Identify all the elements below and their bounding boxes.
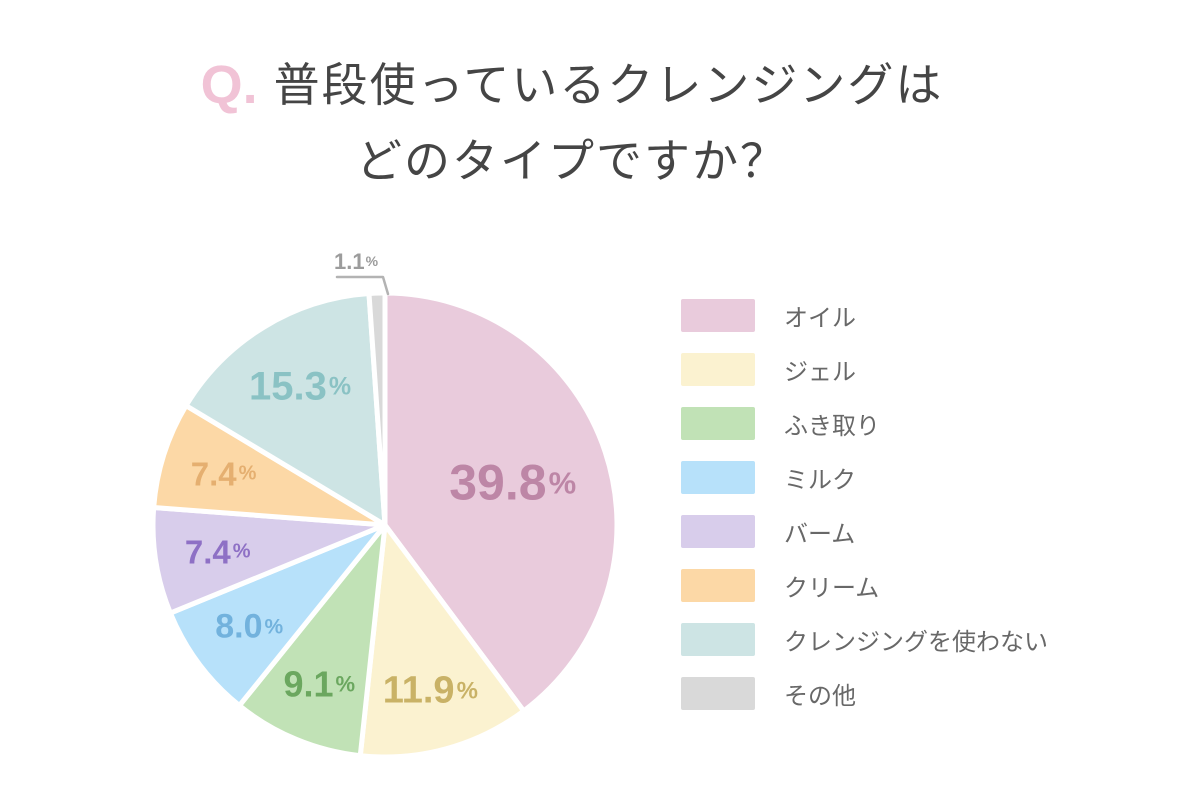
pie-value-label-5: 7.4% xyxy=(191,455,257,492)
pie-slice-0 xyxy=(382,290,620,714)
legend-item-no-cleansing: クレンジングを使わない xyxy=(681,623,1048,656)
pie-slice-6 xyxy=(183,291,388,528)
pie-value-label-1: 11.9% xyxy=(383,670,478,712)
legend-label-milk: ミルク xyxy=(784,467,856,494)
legend-swatch-balm xyxy=(681,515,755,548)
pie-value-label-0: 39.8% xyxy=(449,455,576,511)
legend-label-no-cleansing: クレンジングを使わない xyxy=(784,629,1048,656)
legend-item-wipe-off: ふき取り xyxy=(681,407,1048,440)
legend-swatch-wipe-off xyxy=(681,407,755,440)
other-leader-line xyxy=(335,275,390,296)
legend-label-balm: バーム xyxy=(784,521,856,548)
pie-value-label-3: 8.0% xyxy=(215,607,283,645)
question-text-1: 普段使っているクレンジングは xyxy=(273,59,944,111)
legend-item-oil: オイル xyxy=(681,299,1048,332)
question-prefix: Q. xyxy=(200,55,258,115)
pie-slice-3 xyxy=(167,522,388,709)
pie-value-label-4: 7.4% xyxy=(185,533,251,570)
legend: オイル ジェル ふき取り ミルク バーム クリーム クレンジングを使わない その… xyxy=(681,299,1048,731)
legend-label-wipe-off: ふき取り xyxy=(784,413,880,440)
legend-swatch-other xyxy=(681,677,755,710)
pie-slice-1 xyxy=(357,522,527,760)
legend-item-cream: クリーム xyxy=(681,569,1048,602)
question-line-1: Q. 普段使っているクレンジングは xyxy=(0,58,1172,112)
legend-label-other: その他 xyxy=(784,683,856,710)
question-text-2: どのタイプですか？ xyxy=(356,135,788,187)
pie-value-label-6: 15.3% xyxy=(249,365,351,409)
pie-slice-2 xyxy=(236,522,388,759)
legend-item-milk: ミルク xyxy=(681,461,1048,494)
chart-title: Q. 普段使っているクレンジングは どのタイプですか？ xyxy=(0,58,1172,184)
legend-swatch-oil xyxy=(681,299,755,332)
pie-value-label-7: 1.1% xyxy=(334,249,379,274)
legend-swatch-cream xyxy=(681,569,755,602)
pie-slice-7 xyxy=(366,290,388,528)
legend-label-cream: クリーム xyxy=(784,575,880,602)
legend-swatch-gel xyxy=(681,353,755,386)
legend-swatch-no-cleansing xyxy=(681,623,755,656)
pie-value-label-2: 9.1% xyxy=(283,663,355,704)
legend-item-balm: バーム xyxy=(681,515,1048,548)
legend-label-gel: ジェル xyxy=(784,359,856,386)
legend-item-gel: ジェル xyxy=(681,353,1048,386)
legend-item-other: その他 xyxy=(681,677,1048,710)
legend-label-oil: オイル xyxy=(784,305,856,332)
legend-swatch-milk xyxy=(681,461,755,494)
